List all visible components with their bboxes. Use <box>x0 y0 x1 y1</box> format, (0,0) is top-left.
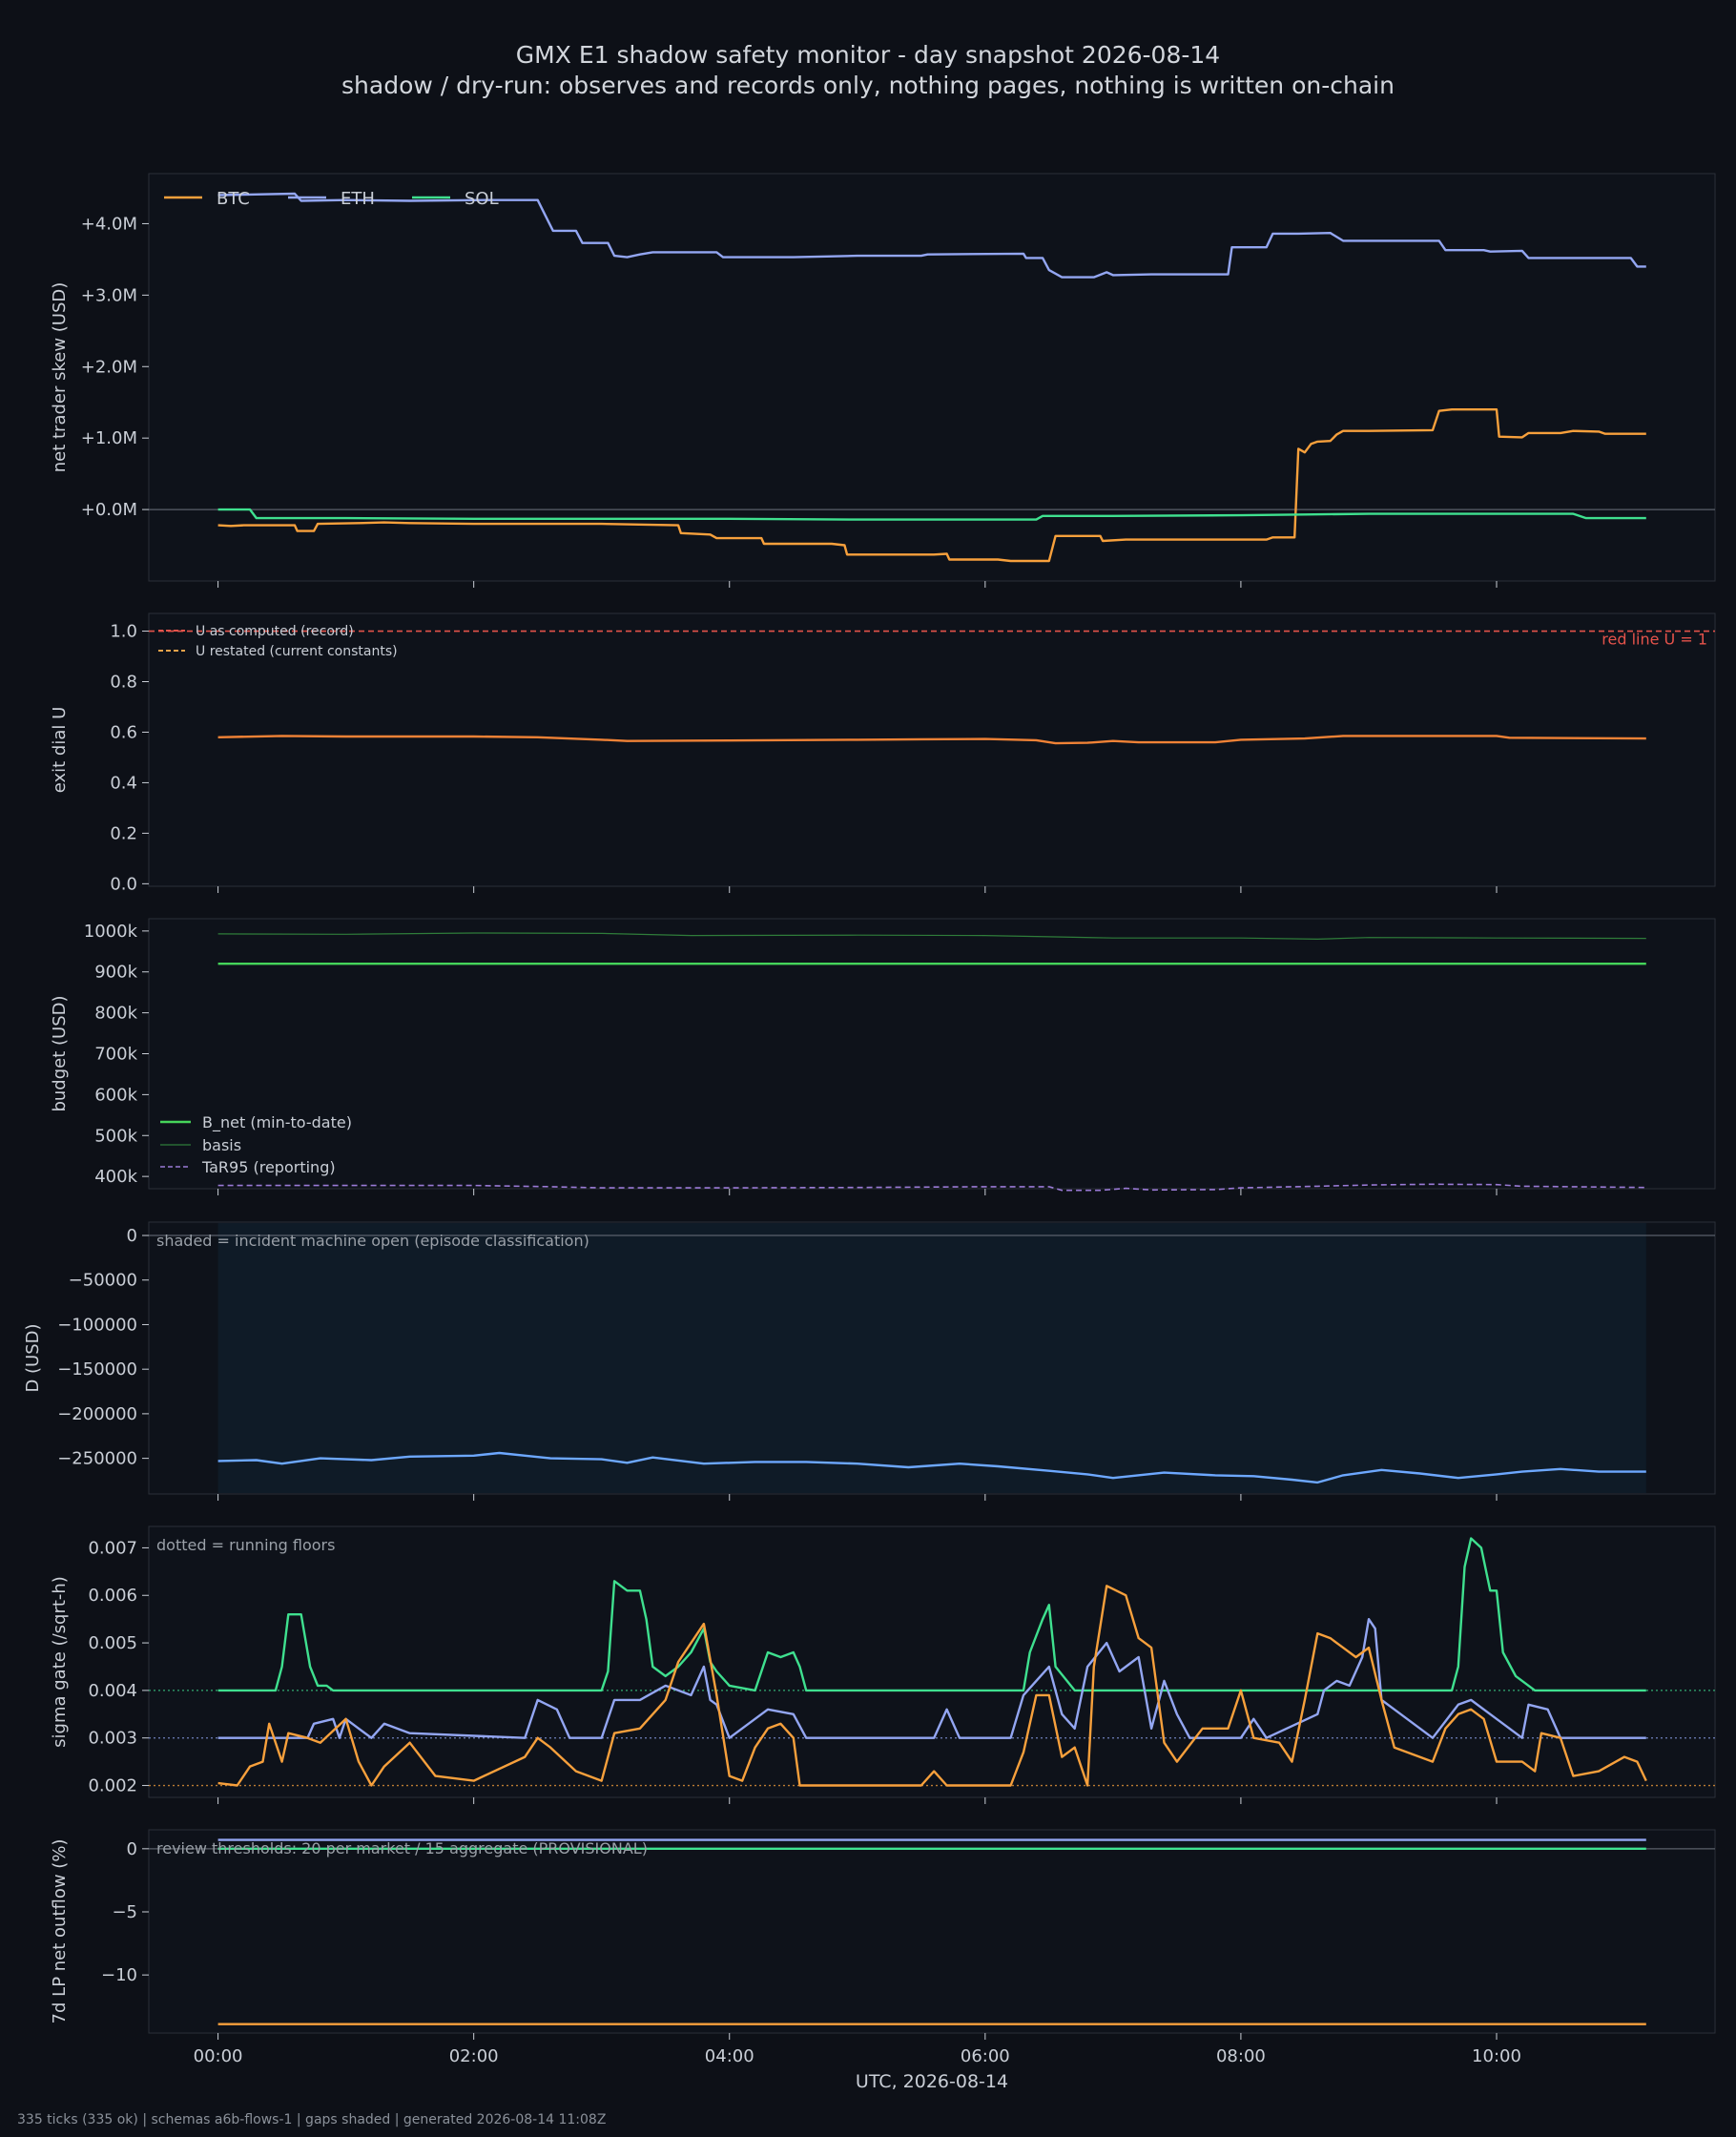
series-line-sol <box>217 508 1646 521</box>
status-footer: 335 ticks (335 ok) | schemas a6b-flows-1… <box>17 2112 607 2127</box>
plot-area <box>148 612 1716 887</box>
panel-4: −250000 −200000 −150000 −100000 −50000 0 D (US… <box>23 1221 1716 1501</box>
x-tick-label: 06:00 <box>961 2046 1010 2066</box>
y-tick-label: 1000k <box>84 922 138 942</box>
series-line-u <box>217 735 1646 745</box>
y-tick-label: +1.0M <box>81 428 137 448</box>
series-line-tar95 <box>217 1183 1646 1192</box>
y-tick-label: 800k <box>94 1004 137 1024</box>
panel-1: +0.0M +1.0M +2.0M +3.0M +4.0M net trader skew… <box>50 173 1716 588</box>
y-axis-label: D (USD) <box>23 1323 43 1392</box>
legend-label: BTC <box>217 189 250 209</box>
series-line-btc <box>217 1585 1647 1787</box>
y-axis-label: budget (USD) <box>50 995 70 1111</box>
legend-item-u-record: U as computed (record) <box>158 624 354 639</box>
y-tick-label: 400k <box>94 1167 137 1187</box>
panel-6: −10 −5 0 7d LP net outflow (%) review thresh… <box>50 1829 1716 2040</box>
legend-label: basis <box>202 1136 241 1154</box>
plot-area <box>148 1829 1716 2034</box>
series-line-eth <box>217 1618 1646 1739</box>
y-tick-label: 700k <box>94 1045 137 1065</box>
y-tick-label: 0.003 <box>88 1729 137 1749</box>
chart-title: GMX E1 shadow safety monitor - day snaps… <box>515 41 1221 69</box>
x-tick-label: 04:00 <box>705 2046 754 2066</box>
plot-area <box>148 1525 1716 1798</box>
redline-label: red line U = 1 <box>1602 631 1707 649</box>
y-tick-label: +4.0M <box>81 214 137 234</box>
y-tick-label: 0.002 <box>88 1776 137 1796</box>
y-tick-label: 500k <box>94 1126 137 1146</box>
y-tick-label: −100000 <box>57 1315 137 1335</box>
y-tick-label: 0 <box>127 1839 137 1859</box>
legend-item-basis: basis <box>160 1136 241 1154</box>
y-tick-label: −50000 <box>69 1271 137 1291</box>
y-tick-label: +3.0M <box>81 285 137 305</box>
y-tick-label: 0 <box>127 1226 137 1246</box>
y-tick-label: 0.8 <box>110 673 137 693</box>
x-tick-label: 10:00 <box>1472 2046 1521 2066</box>
legend-label: TaR95 (reporting) <box>201 1158 336 1176</box>
legend-item-tar95: TaR95 (reporting) <box>160 1158 336 1176</box>
y-axis-label: sigma gate (/sqrt-h) <box>50 1576 70 1748</box>
x-tick-label: 02:00 <box>449 2046 499 2066</box>
y-tick-label: 0.006 <box>88 1586 137 1606</box>
panel-annotation: dotted = running floors <box>156 1536 335 1554</box>
y-tick-label: −200000 <box>57 1404 137 1424</box>
chart-subtitle: shadow / dry-run: observes and records o… <box>341 72 1395 99</box>
panel-5: 0.002 0.003 0.004 0.005 0.006 0.007 sigma gate… <box>50 1525 1716 1804</box>
series-line-basis <box>217 932 1646 940</box>
legend-label: B_net (min-to-date) <box>202 1113 352 1132</box>
y-axis-label: net trader skew (USD) <box>50 282 70 473</box>
y-tick-label: 0.004 <box>88 1681 137 1701</box>
y-tick-label: 1.0 <box>110 622 137 642</box>
y-tick-label: 900k <box>94 963 137 983</box>
legend-label: U restated (current constants) <box>196 644 398 659</box>
legend-label: SOL <box>465 189 499 209</box>
y-tick-label: −250000 <box>57 1449 137 1469</box>
series-line-btc <box>217 408 1646 563</box>
legend-item-eth: ETH <box>288 189 375 209</box>
legend-label: ETH <box>341 189 375 209</box>
y-tick-label: 0.005 <box>88 1633 137 1653</box>
y-tick-label: 0.0 <box>110 874 137 894</box>
series-line-eth <box>217 192 1646 279</box>
panel-annotation: shaded = incident machine open (episode … <box>156 1232 589 1250</box>
y-tick-label: 0.007 <box>88 1538 137 1558</box>
legend-item-b_net: B_net (min-to-date) <box>160 1113 352 1132</box>
y-axis-label: exit dial U <box>50 707 70 794</box>
legend-item-sol: SOL <box>412 189 499 209</box>
y-tick-label: 0.6 <box>110 722 137 742</box>
legend-item-btc: BTC <box>164 189 250 209</box>
y-tick-label: −150000 <box>57 1359 137 1380</box>
y-tick-label: 0.2 <box>110 823 137 843</box>
y-tick-label: −10 <box>101 1965 137 1985</box>
panel-2: 0.0 0.2 0.4 0.6 0.8 1.0 exit dial U red line U … <box>50 612 1716 894</box>
x-tick-label: 00:00 <box>194 2046 243 2066</box>
y-tick-label: −5 <box>112 1902 137 1922</box>
panel-3: 400k 500k 600k 700k 800k 900k 1000k budget (USD… <box>50 918 1716 1195</box>
incident-shade <box>217 1223 1646 1493</box>
series-line-d <box>217 1451 1646 1484</box>
legend-label: U as computed (record) <box>196 624 354 639</box>
panel-annotation: review thresholds: 20 per market / 15 ag… <box>156 1839 648 1857</box>
y-tick-label: +0.0M <box>81 500 137 520</box>
x-tick-label: 08:00 <box>1216 2046 1266 2066</box>
y-tick-label: 0.4 <box>110 773 137 793</box>
x-axis-label: UTC, 2026-08-14 <box>856 2071 1008 2092</box>
y-axis-label: 7d LP net outflow (%) <box>50 1839 70 2024</box>
legend-item-u-restated: U restated (current constants) <box>158 644 398 659</box>
y-tick-label: +2.0M <box>81 357 137 377</box>
y-tick-label: 600k <box>94 1085 137 1105</box>
plot-area <box>148 918 1716 1190</box>
series-line-sol <box>217 1537 1646 1692</box>
